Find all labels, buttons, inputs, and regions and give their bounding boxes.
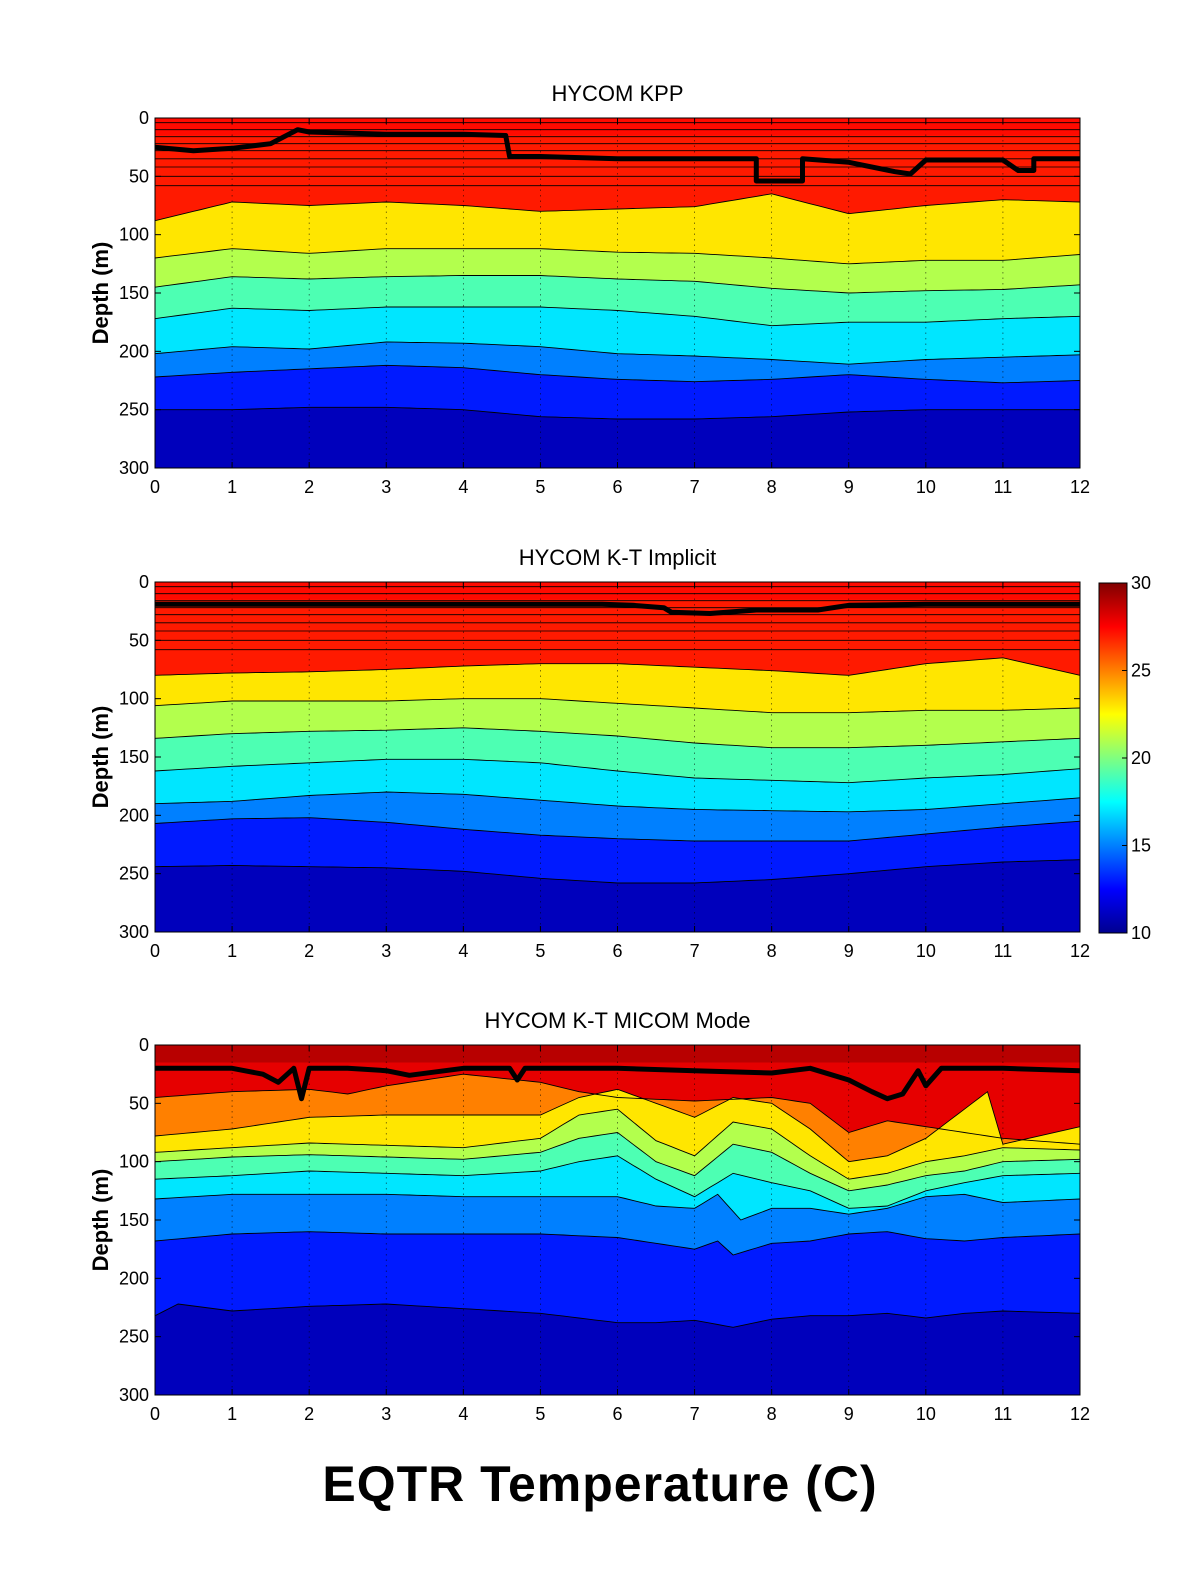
panel-3: 0 1 2 3 4 5 6 7 8 9 10 11 12050100150200250300HYCOM … [88,1008,1090,1424]
colorbar: 30 25 20 15 10 [1098,573,1151,943]
x-tick-label: 9 [844,941,854,961]
grid [231,582,1004,932]
x-tick-label: 10 [916,1404,936,1424]
x-tick-label: 1 [227,941,237,961]
x-tick-label: 2 [304,1404,314,1424]
y-tick-label: 0 [139,108,149,128]
panel-title: HYCOM K-T MICOM Mode [484,1008,750,1033]
x-tick-label: 3 [381,477,391,497]
y-tick-label: 250 [119,1327,149,1347]
x-tick-label: 4 [458,1404,468,1424]
isotherm-14 [155,364,1080,384]
y-tick-label: 0 [139,1035,149,1055]
colorbar-tick-label: 30 [1131,573,1151,593]
x-tick-label: 12 [1070,1404,1090,1424]
y-tick-label: 200 [119,341,149,361]
y-axis-label: Depth (m) [88,242,113,345]
isotherm-22 [155,248,1080,265]
x-tick-label: 5 [535,941,545,961]
y-tick-label: 200 [119,1268,149,1288]
x-tick-label: 0 [150,1404,160,1424]
x-tick-label: 3 [381,1404,391,1424]
panel-2: 0 1 2 3 4 5 6 7 8 9 10 11 12050100150200250300HYCOM … [88,545,1090,961]
y-tick-label: 250 [119,400,149,420]
y-tick-label: 250 [119,864,149,884]
colorbar-tick-label: 10 [1131,923,1151,943]
x-tick-label: 0 [150,941,160,961]
y-tick-label: 150 [119,283,149,303]
x-tick-label: 1 [227,477,237,497]
grid [231,1045,1004,1395]
x-tick-label: 7 [690,1404,700,1424]
x-tick-label: 12 [1070,941,1090,961]
isotherm-16 [155,791,1080,813]
x-tick-label: 12 [1070,477,1090,497]
y-tick-label: 50 [129,166,149,186]
x-tick-label: 8 [767,941,777,961]
y-axis-label: Depth (m) [88,1169,113,1272]
y-axis-label: Depth (m) [88,706,113,809]
x-tick-label: 5 [535,1404,545,1424]
isotherm-24 [155,657,1080,676]
y-tick-label: 50 [129,630,149,650]
y-tick-label: 100 [119,1152,149,1172]
x-tick-label: 7 [690,477,700,497]
mixed-layer-depth-line [155,127,1080,184]
x-tick-label: 6 [612,941,622,961]
mixed-layer-depth-line [155,1065,1080,1102]
x-tick-label: 8 [767,477,777,497]
isotherm-12 [155,1303,1080,1328]
x-tick-label: 2 [304,941,314,961]
y-tick-label: 50 [129,1093,149,1113]
x-tick-label: 6 [612,477,622,497]
colorbar-tick-label: 25 [1131,661,1151,681]
y-tick-label: 300 [119,458,149,478]
panel-1: 0 1 2 3 4 5 6 7 8 9 10 11 12050100150200250300HYCOM … [88,81,1090,497]
panel-title: HYCOM KPP [551,81,683,106]
x-tick-label: 4 [458,941,468,961]
x-tick-label: 6 [612,1404,622,1424]
isotherm-18 [155,758,1080,784]
x-tick-label: 10 [916,941,936,961]
y-tick-label: 150 [119,1210,149,1230]
x-tick-label: 8 [767,1404,777,1424]
x-tick-label: 11 [994,1404,1013,1424]
grid [231,118,1004,468]
isotherm-14 [155,817,1080,842]
x-tick-label: 4 [458,477,468,497]
mixed-layer-depth-line [155,601,1080,616]
plot-area [155,582,1080,932]
plot-area [155,118,1080,468]
colorbar-tick-label: 20 [1131,748,1151,768]
x-tick-label: 11 [994,477,1013,497]
isotherm-24 [155,193,1080,222]
x-tick-label: 3 [381,941,391,961]
y-tick-label: 0 [139,572,149,592]
isotherm-20 [155,1132,1080,1192]
colorbar-tick-label: 15 [1131,836,1151,856]
x-tick-label: 9 [844,1404,854,1424]
x-tick-label: 10 [916,477,936,497]
y-tick-label: 150 [119,747,149,767]
x-tick-label: 9 [844,477,854,497]
x-tick-label: 2 [304,477,314,497]
y-tick-label: 100 [119,225,149,245]
x-tick-label: 11 [994,941,1013,961]
panel-title: HYCOM K-T Implicit [519,545,717,570]
isotherm-12 [155,859,1080,884]
x-tick-label: 1 [227,1404,237,1424]
y-tick-label: 300 [119,922,149,942]
y-tick-label: 100 [119,689,149,709]
x-tick-label: 7 [690,941,700,961]
x-tick-label: 5 [535,477,545,497]
plot-area [155,1045,1080,1395]
y-tick-label: 200 [119,805,149,825]
y-tick-label: 300 [119,1385,149,1405]
figure-title: EQTR Temperature (C) [322,1456,878,1512]
x-tick-label: 0 [150,477,160,497]
